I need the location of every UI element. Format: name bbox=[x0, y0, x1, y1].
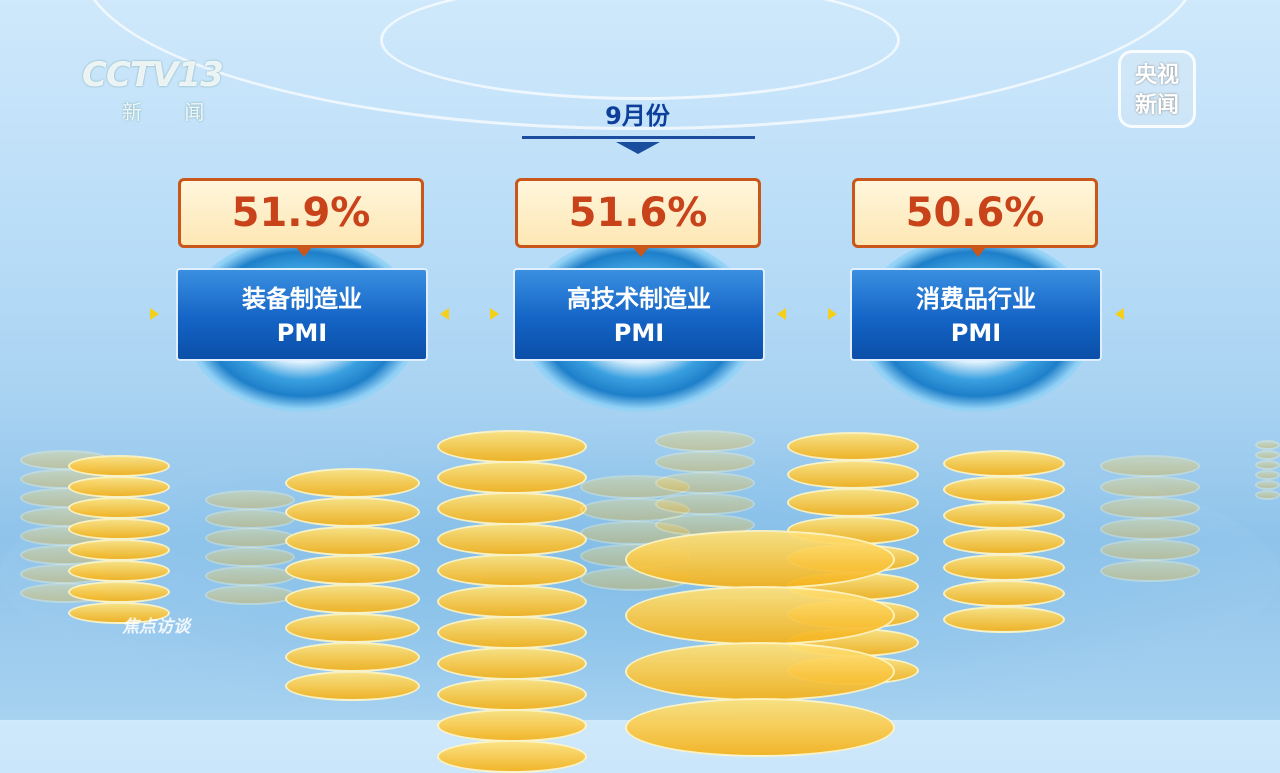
period-underline bbox=[522, 136, 755, 139]
badge-line1: 央视 bbox=[1134, 63, 1179, 88]
coin bbox=[655, 472, 755, 494]
arrow-right-icon bbox=[490, 308, 499, 320]
coin bbox=[943, 606, 1065, 633]
coin bbox=[1255, 470, 1280, 480]
coin bbox=[68, 497, 170, 519]
coin bbox=[68, 581, 170, 603]
badge-line2: 新闻 bbox=[1134, 93, 1179, 118]
coin bbox=[68, 518, 170, 540]
label-line1: 消费品行业 bbox=[916, 285, 1036, 313]
down-arrow-icon bbox=[616, 142, 660, 154]
coin bbox=[205, 566, 295, 586]
coin bbox=[437, 554, 587, 587]
label-line2: PMI bbox=[950, 319, 1002, 347]
coin bbox=[285, 671, 420, 701]
coin bbox=[1100, 518, 1200, 540]
coin bbox=[437, 492, 587, 525]
arrow-left-icon bbox=[777, 308, 786, 320]
coin bbox=[1255, 440, 1280, 450]
coin bbox=[68, 539, 170, 561]
coin bbox=[437, 616, 587, 649]
arrow-right-icon bbox=[150, 308, 159, 320]
coin bbox=[943, 502, 1065, 529]
coin bbox=[437, 740, 587, 773]
label-line1: 装备制造业 bbox=[242, 285, 362, 313]
coin bbox=[1100, 560, 1200, 582]
arrow-left-icon bbox=[1115, 308, 1124, 320]
coin bbox=[1100, 497, 1200, 519]
coin bbox=[205, 509, 295, 529]
pmi-value: 50.6% bbox=[852, 178, 1098, 257]
cctv13-logo-sub: 新 闻 bbox=[122, 100, 223, 124]
coin bbox=[68, 602, 170, 624]
coin bbox=[205, 528, 295, 548]
pmi-label: 消费品行业 PMI bbox=[850, 268, 1102, 361]
coin bbox=[285, 555, 420, 585]
coin bbox=[437, 709, 587, 742]
coin bbox=[787, 432, 919, 461]
coin bbox=[655, 493, 755, 515]
coin bbox=[625, 530, 895, 589]
coin bbox=[787, 460, 919, 489]
period-title: 9月份 bbox=[605, 102, 670, 130]
coin bbox=[625, 642, 895, 701]
coin bbox=[943, 554, 1065, 581]
coin bbox=[285, 613, 420, 643]
coin bbox=[1100, 455, 1200, 477]
coin bbox=[68, 476, 170, 498]
pmi-label: 高技术制造业 PMI bbox=[513, 268, 765, 361]
cctv13-logo: CCTV13 bbox=[82, 55, 224, 95]
coin bbox=[1255, 450, 1280, 460]
pmi-value: 51.9% bbox=[178, 178, 424, 257]
coin bbox=[205, 585, 295, 605]
pmi-card-consumer: 50.6% 消费品行业 PMI bbox=[850, 178, 1102, 438]
pmi-card-equipment: 51.9% 装备制造业 PMI bbox=[176, 178, 428, 438]
coin bbox=[1100, 476, 1200, 498]
coin bbox=[68, 560, 170, 582]
coin bbox=[1100, 539, 1200, 561]
coin bbox=[1255, 460, 1280, 470]
coin bbox=[787, 488, 919, 517]
coin bbox=[1255, 490, 1280, 500]
label-line1: 高技术制造业 bbox=[567, 285, 711, 313]
program-watermark: 焦点访谈 bbox=[122, 617, 190, 637]
pmi-value: 51.6% bbox=[515, 178, 761, 257]
coin bbox=[285, 468, 420, 498]
label-line2: PMI bbox=[613, 319, 665, 347]
coin bbox=[205, 547, 295, 567]
coin bbox=[285, 526, 420, 556]
coin bbox=[655, 451, 755, 473]
coin bbox=[943, 450, 1065, 477]
label-line2: PMI bbox=[276, 319, 328, 347]
pmi-label: 装备制造业 PMI bbox=[176, 268, 428, 361]
pmi-card-hightech: 51.6% 高技术制造业 PMI bbox=[513, 178, 765, 438]
coin bbox=[285, 642, 420, 672]
coin bbox=[285, 497, 420, 527]
coin bbox=[437, 523, 587, 556]
coin bbox=[437, 647, 587, 680]
coin bbox=[68, 455, 170, 477]
coin bbox=[625, 698, 895, 757]
coin bbox=[205, 490, 295, 510]
coin bbox=[1255, 480, 1280, 490]
coin bbox=[437, 585, 587, 618]
cctv-news-badge: 央视 新闻 bbox=[1118, 50, 1196, 128]
coin bbox=[943, 476, 1065, 503]
coin bbox=[285, 584, 420, 614]
arrow-right-icon bbox=[828, 308, 837, 320]
coin bbox=[437, 678, 587, 711]
coin bbox=[437, 461, 587, 494]
coin bbox=[943, 528, 1065, 555]
coin bbox=[625, 586, 895, 645]
arrow-left-icon bbox=[440, 308, 449, 320]
coin bbox=[943, 580, 1065, 607]
